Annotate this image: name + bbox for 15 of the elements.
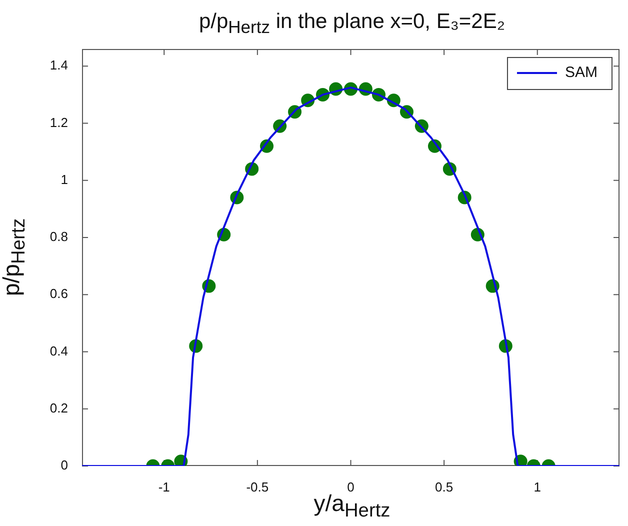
chart-title: p/p$_{Hertz}$ in the plane x=0, E₃=2E₂ xyxy=(198,10,506,38)
x-tick-label: -1 xyxy=(158,479,170,494)
x-tick-label: 0 xyxy=(347,479,354,494)
y-tick-label: 0.2 xyxy=(50,400,68,416)
y-tick-label: 0 xyxy=(60,458,68,473)
y-tick-label: 0.6 xyxy=(50,286,68,302)
x-tick-label: 0.5 xyxy=(435,479,454,494)
y-tick-label: 0.8 xyxy=(50,229,68,244)
y-tick-label: 0.4 xyxy=(50,343,68,358)
x-tick-label: 1 xyxy=(534,479,541,494)
y-tick-label: 1.4 xyxy=(50,58,68,73)
y-tick-label: 1 xyxy=(60,172,68,187)
x-tick-label: -0.5 xyxy=(246,479,269,494)
y-tick-label: 1.2 xyxy=(50,114,68,130)
legend-label: SAM xyxy=(564,64,598,82)
